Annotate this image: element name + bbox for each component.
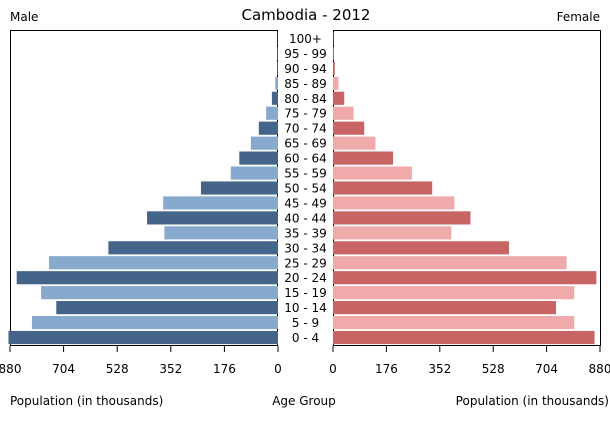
male-tick-label: 880 — [0, 362, 21, 376]
age-group-label: 85 - 89 — [284, 77, 327, 91]
female-bar-80-84 — [333, 91, 345, 105]
male-bar-65-69 — [250, 136, 278, 150]
male-bar-25-29 — [48, 256, 279, 270]
male-bar-15-19 — [41, 286, 279, 300]
female-bar-0-4 — [333, 330, 595, 345]
male-bar-70-74 — [258, 121, 278, 135]
male-bar-55-59 — [230, 166, 278, 180]
female-bar-50-54 — [333, 181, 433, 195]
age-group-label: 5 - 9 — [292, 316, 319, 330]
age-group-label: 70 - 74 — [284, 122, 327, 136]
male-bar-50-54 — [200, 181, 278, 195]
female-bar-25-29 — [333, 256, 567, 270]
male-x-axis: 0 176 352 528 704 880 — [0, 346, 282, 376]
age-group-label: 35 - 39 — [284, 226, 327, 240]
male-bar-10-14 — [56, 301, 278, 315]
female-tick-label: 880 — [589, 362, 610, 376]
age-group-label: 95 - 99 — [284, 47, 327, 61]
female-tick-label: 352 — [428, 362, 451, 376]
female-bar-5-9 — [333, 315, 575, 330]
age-group-label: 30 - 34 — [284, 241, 327, 255]
age-group-label: 40 - 44 — [284, 211, 327, 225]
male-label: Male — [10, 10, 38, 24]
female-bar-20-24 — [333, 271, 597, 285]
female-tick-label: 704 — [535, 362, 558, 376]
male-tick-label: 528 — [106, 362, 129, 376]
male-bar-35-39 — [164, 226, 278, 240]
male-bar-80-84 — [271, 91, 278, 105]
age-group-label: 0 - 4 — [292, 331, 319, 345]
age-group-label: 45 - 49 — [284, 196, 327, 210]
male-bar-75-79 — [266, 106, 278, 120]
age-group-label: 60 - 64 — [284, 152, 327, 166]
age-group-label: 80 - 84 — [284, 92, 327, 106]
female-bar-70-74 — [333, 121, 365, 135]
female-bar-75-79 — [333, 106, 354, 120]
female-tick-label: 528 — [482, 362, 505, 376]
age-group-label: 75 - 79 — [284, 107, 327, 121]
male-bar-40-44 — [147, 211, 278, 225]
female-bar-100- — [333, 31, 334, 46]
female-bar-30-34 — [333, 241, 509, 255]
age-group-label: 15 - 19 — [284, 286, 327, 300]
male-tick-label: 352 — [159, 362, 182, 376]
female-bars — [333, 31, 597, 345]
age-group-label: 10 - 14 — [284, 301, 327, 315]
female-bar-60-64 — [333, 151, 394, 165]
female-bar-40-44 — [333, 211, 471, 225]
male-bar-30-34 — [108, 241, 278, 255]
female-bar-35-39 — [333, 226, 452, 240]
female-tick-label: 176 — [375, 362, 398, 376]
age-group-label: 25 - 29 — [284, 256, 327, 270]
male-bar-90-94 — [277, 61, 278, 75]
age-group-label: 55 - 59 — [284, 167, 327, 181]
male-bar-20-24 — [16, 271, 278, 285]
female-bar-15-19 — [333, 286, 575, 300]
male-bar-85-89 — [275, 76, 278, 90]
female-bar-10-14 — [333, 301, 557, 315]
male-bar-100- — [277, 31, 278, 46]
male-bar-95-99 — [277, 46, 278, 61]
male-tick-label: 0 — [274, 362, 282, 376]
female-tick-label: 0 — [329, 362, 337, 376]
age-group-label: 50 - 54 — [284, 182, 327, 196]
male-tick-label: 704 — [52, 362, 75, 376]
male-bar-0-4 — [8, 330, 279, 345]
male-bars — [8, 31, 279, 345]
female-label: Female — [557, 10, 600, 24]
age-group-label: 20 - 24 — [284, 271, 327, 285]
age-group-label: 90 - 94 — [284, 62, 327, 76]
male-bar-5-9 — [31, 315, 278, 330]
chart-title: Cambodia - 2012 — [242, 6, 371, 24]
female-bar-95-99 — [333, 46, 334, 61]
female-bar-90-94 — [333, 61, 335, 75]
female-bar-85-89 — [333, 76, 339, 90]
female-axis-title: Population (in thousands) — [456, 394, 609, 408]
age-group-label: 100+ — [289, 32, 322, 46]
male-axis-title: Population (in thousands) — [10, 394, 163, 408]
female-x-axis: 0 176 352 528 704 880 — [329, 346, 610, 376]
male-bar-60-64 — [239, 151, 278, 165]
age-axis-title: Age Group — [272, 394, 336, 408]
female-bar-55-59 — [333, 166, 412, 180]
male-bar-45-49 — [163, 196, 278, 210]
male-tick-label: 176 — [213, 362, 236, 376]
female-bar-45-49 — [333, 196, 455, 210]
female-bar-65-69 — [333, 136, 376, 150]
age-group-label: 65 - 69 — [284, 137, 327, 151]
